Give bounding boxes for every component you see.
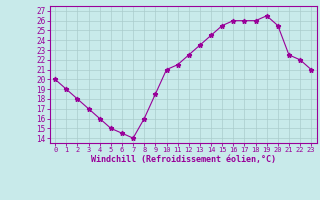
X-axis label: Windchill (Refroidissement éolien,°C): Windchill (Refroidissement éolien,°C) bbox=[91, 155, 276, 164]
